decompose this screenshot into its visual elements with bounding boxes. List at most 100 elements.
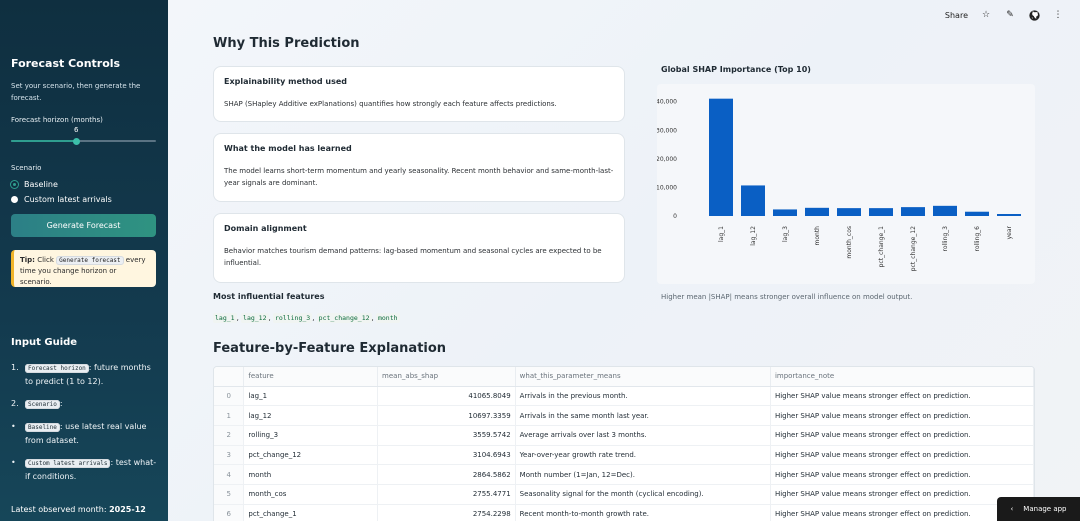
- slider-thumb[interactable]: [73, 137, 81, 145]
- table-cell: Higher SHAP value means stronger effect …: [770, 386, 1034, 407]
- x-tick-label: lag_1: [718, 226, 725, 242]
- x-tick-label: month_cos: [846, 226, 853, 259]
- table-cell: Higher SHAP value means stronger effect …: [770, 405, 1034, 426]
- shap-bar-chart-svg: 0 10,000 20,000 30,000 40,000 lag_1 lag_12 lag_…: [656, 98, 1021, 271]
- table-cell: Year-over-year growth rate trend.: [515, 445, 771, 466]
- table-cell: lag_12: [243, 405, 379, 426]
- sidebar: Forecast Controls Set your scenario, the…: [0, 0, 168, 521]
- table-cell: 3559.5742: [377, 425, 516, 446]
- chevron-left-icon: ‹: [1010, 505, 1014, 513]
- table-cell: 1: [214, 405, 245, 426]
- x-tick-label: pct_change_12: [910, 226, 917, 271]
- table-header-cell[interactable]: importance_note: [770, 367, 1034, 387]
- table-cell: Seasonality signal for the month (cyclic…: [515, 484, 771, 505]
- scenario-label: Scenario: [11, 164, 42, 172]
- x-tick-label: rolling_6: [974, 226, 981, 252]
- star-icon[interactable]: ☆: [981, 10, 991, 20]
- more-menu-icon[interactable]: ⋮: [1053, 10, 1063, 20]
- table-cell: 41065.8049: [377, 386, 516, 407]
- y-tick-label: 0: [673, 213, 677, 220]
- horizon-slider[interactable]: [11, 137, 156, 145]
- table-row[interactable]: 1 lag_12 10697.3359 Arrivals in the same mo…: [214, 405, 1034, 426]
- x-tick-label: lag_3: [782, 226, 789, 242]
- table-cell: 10697.3359: [377, 405, 516, 426]
- radio-label: Baseline: [24, 180, 58, 189]
- section-title-feature-table: Feature-by-Feature Explanation: [213, 341, 447, 356]
- tip-pre: Click: [34, 256, 57, 264]
- y-tick-label: 20,000: [657, 156, 677, 163]
- table-cell: Higher SHAP value means stronger effect …: [770, 484, 1034, 505]
- bar-month[interactable]: [805, 207, 829, 216]
- table-header-cell[interactable]: feature: [243, 367, 379, 387]
- bar-rolling_3[interactable]: [933, 205, 957, 216]
- table-row[interactable]: 5 month_cos 2755.4771 Seasonality signal fo…: [214, 484, 1034, 505]
- guide-item: • Custom latest arrivals: test what-if co…: [11, 458, 157, 481]
- card-model-learned: What the model has learned The model lea…: [213, 133, 625, 202]
- card-domain-alignment: Domain alignment Behavior matches touris…: [213, 213, 625, 283]
- tip-post: every time you change horizon or scenari…: [20, 256, 146, 286]
- bar-lag_12[interactable]: [741, 185, 765, 216]
- table-header-cell[interactable]: mean_abs_shap: [377, 367, 516, 387]
- bar-lag_3[interactable]: [773, 209, 797, 216]
- input-guide-list: 1. Forecast horizon: future months to pre…: [11, 361, 161, 492]
- x-tick-label: year: [1006, 225, 1013, 239]
- chart-caption: Higher mean |SHAP| means stronger overal…: [661, 293, 913, 301]
- table-cell: 4: [214, 464, 245, 485]
- table-cell: Arrivals in the same month last year.: [515, 405, 771, 426]
- table-row[interactable]: 0 lag_1 41065.8049 Arrivals in the previous…: [214, 386, 1034, 407]
- table-row[interactable]: 2 rolling_3 3559.5742 Average arrivals over…: [214, 425, 1034, 446]
- tip-code: Generate forecast: [56, 256, 124, 265]
- table-row[interactable]: 3 pct_change_12 3104.6943 Year-over-year gr…: [214, 445, 1034, 466]
- bar-pct_change_12[interactable]: [901, 207, 925, 216]
- bar-pct_change_1[interactable]: [869, 208, 893, 216]
- feature-chip: month: [375, 313, 400, 323]
- table-cell: 5: [214, 484, 245, 505]
- feature-chip: pct_change_12: [316, 313, 372, 323]
- bar-lag_1[interactable]: [709, 98, 733, 216]
- slider-fill: [11, 140, 77, 142]
- tip-box: Tip: Click Generate forecast every time …: [11, 250, 156, 287]
- table-cell: 2: [214, 425, 245, 446]
- table-cell: Higher SHAP value means stronger effect …: [770, 425, 1034, 446]
- table-cell: month: [243, 464, 379, 485]
- bar-year[interactable]: [997, 214, 1021, 216]
- table-cell: Average arrivals over last 3 months.: [515, 425, 771, 446]
- table-cell: 2755.4771: [377, 484, 516, 505]
- table-cell: Recent month-to-month growth rate.: [515, 504, 771, 521]
- table-cell: Month number (1=Jan, 12=Dec).: [515, 464, 771, 485]
- chart-title: Global SHAP Importance (Top 10): [661, 65, 811, 74]
- bar-month_cos[interactable]: [837, 208, 861, 216]
- table-cell: Higher SHAP value means stronger effect …: [770, 504, 1034, 521]
- table-cell: Arrivals in the previous month.: [515, 386, 771, 407]
- table-cell: lag_1: [243, 386, 379, 407]
- table-cell: 2864.5862: [377, 464, 516, 485]
- shap-chart: 0 10,000 20,000 30,000 40,000 lag_1 lag_12 lag_…: [656, 84, 1035, 284]
- feature-chip: lag_1: [213, 313, 237, 323]
- most-influential-title: Most influential features: [213, 292, 325, 301]
- table-header-cell[interactable]: [214, 367, 245, 387]
- latest-observed: Latest observed month: 2025-12: [11, 505, 146, 514]
- x-tick-label: rolling_3: [942, 226, 949, 252]
- generate-forecast-button[interactable]: Generate Forecast: [11, 214, 156, 237]
- table-row[interactable]: 6 pct_change_1 2754.2298 Recent month-to-mo…: [214, 504, 1034, 521]
- table-cell: 3: [214, 445, 245, 466]
- radio-label: Custom latest arrivals: [24, 195, 112, 204]
- feature-table[interactable]: feature mean_abs_shap what_this_parameter_…: [213, 366, 1035, 521]
- bar-rolling_6[interactable]: [965, 211, 989, 216]
- scenario-custom-radio[interactable]: Custom latest arrivals: [11, 195, 112, 204]
- table-cell: rolling_3: [243, 425, 379, 446]
- scenario-baseline-radio[interactable]: Baseline: [11, 180, 58, 189]
- table-header-cell[interactable]: what_this_parameter_means: [515, 367, 771, 387]
- radio-selected-icon: [11, 181, 18, 188]
- share-button[interactable]: Share: [944, 10, 968, 20]
- manage-app-button[interactable]: ‹ Manage app: [997, 497, 1080, 521]
- github-icon[interactable]: [1028, 9, 1040, 21]
- input-guide-title: Input Guide: [11, 337, 78, 348]
- table-row[interactable]: 4 month 2864.5862 Month number (1=Jan, 12=D…: [214, 464, 1034, 485]
- edit-icon[interactable]: ✎: [1006, 10, 1014, 20]
- tip-prefix: Tip:: [20, 256, 35, 264]
- y-tick-label: 40,000: [657, 99, 677, 106]
- table-cell: Higher SHAP value means stronger effect …: [770, 445, 1034, 466]
- table-cell: month_cos: [243, 484, 379, 505]
- table-cell: Higher SHAP value means stronger effect …: [770, 464, 1034, 485]
